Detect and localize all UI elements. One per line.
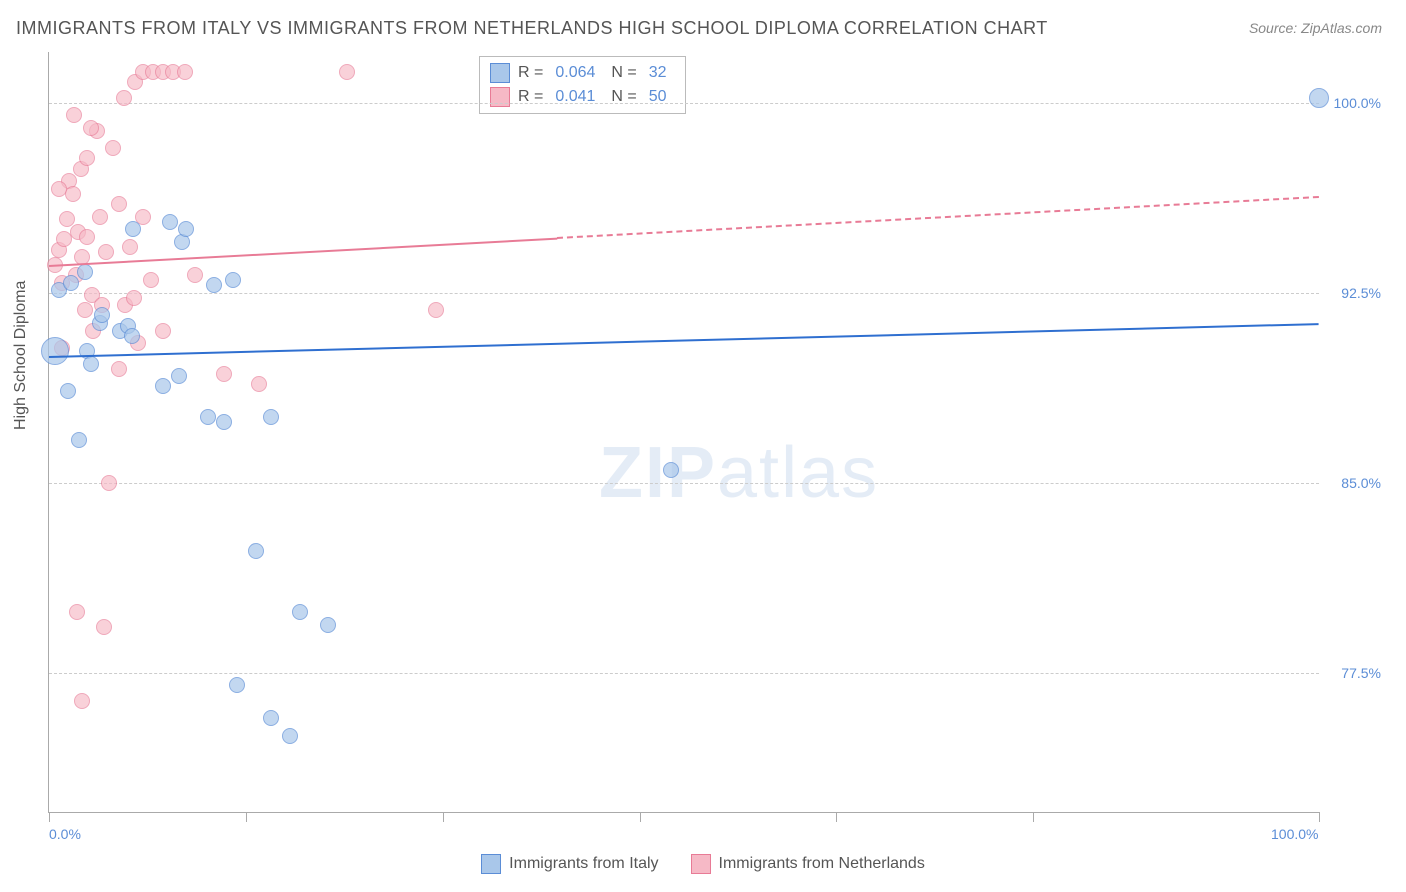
data-point-blue — [282, 728, 298, 744]
data-point-blue — [77, 264, 93, 280]
trendline-dashed — [557, 196, 1319, 239]
data-point-blue — [1309, 88, 1329, 108]
swatch-blue — [490, 63, 510, 83]
gridline — [49, 673, 1319, 674]
swatch-pink — [691, 854, 711, 874]
x-tick — [1319, 812, 1320, 822]
chart-plot-area: ZIPatlas R = 0.064 N = 32 R = 0.041 N = … — [48, 52, 1319, 813]
data-point-pink — [79, 229, 95, 245]
x-tick — [836, 812, 837, 822]
legend-label-pink: Immigrants from Netherlands — [719, 855, 925, 873]
data-point-blue — [60, 383, 76, 399]
legend-item-pink: Immigrants from Netherlands — [691, 854, 925, 874]
correlation-legend: R = 0.064 N = 32 R = 0.041 N = 50 — [479, 56, 686, 114]
data-point-blue — [225, 272, 241, 288]
watermark: ZIPatlas — [599, 432, 879, 514]
data-point-blue — [171, 368, 187, 384]
watermark-rest: atlas — [717, 433, 879, 513]
legend-r-blue: 0.064 — [555, 64, 595, 82]
x-tick — [246, 812, 247, 822]
data-point-blue — [162, 214, 178, 230]
legend-row-blue: R = 0.064 N = 32 — [490, 61, 675, 85]
data-point-blue — [83, 356, 99, 372]
data-point-blue — [63, 275, 79, 291]
swatch-pink — [490, 87, 510, 107]
x-tick-label: 100.0% — [1271, 826, 1318, 842]
data-point-pink — [428, 302, 444, 318]
data-point-blue — [71, 432, 87, 448]
data-point-pink — [251, 376, 267, 392]
data-point-pink — [79, 150, 95, 166]
series-legend: Immigrants from Italy Immigrants from Ne… — [0, 854, 1406, 874]
swatch-blue — [481, 854, 501, 874]
x-tick — [1033, 812, 1034, 822]
data-point-blue — [263, 409, 279, 425]
data-point-pink — [216, 366, 232, 382]
data-point-pink — [92, 209, 108, 225]
x-tick — [49, 812, 50, 822]
data-point-pink — [111, 361, 127, 377]
data-point-blue — [125, 221, 141, 237]
trendline — [49, 323, 1319, 358]
data-point-blue — [320, 617, 336, 633]
data-point-pink — [69, 604, 85, 620]
data-point-pink — [65, 186, 81, 202]
legend-row-pink: R = 0.041 N = 50 — [490, 85, 675, 109]
chart-title: IMMIGRANTS FROM ITALY VS IMMIGRANTS FROM… — [16, 18, 1048, 39]
data-point-blue — [155, 378, 171, 394]
gridline — [49, 293, 1319, 294]
y-tick-label: 100.0% — [1325, 95, 1381, 111]
data-point-pink — [155, 323, 171, 339]
data-point-pink — [126, 290, 142, 306]
data-point-pink — [96, 619, 112, 635]
x-tick-label: 0.0% — [49, 826, 81, 842]
data-point-blue — [94, 307, 110, 323]
data-point-blue — [200, 409, 216, 425]
data-point-pink — [77, 302, 93, 318]
data-point-pink — [143, 272, 159, 288]
data-point-pink — [74, 693, 90, 709]
data-point-blue — [206, 277, 222, 293]
data-point-pink — [122, 239, 138, 255]
y-axis-label: High School Diploma — [12, 281, 30, 430]
watermark-bold: ZIP — [599, 433, 717, 513]
data-point-blue — [124, 328, 140, 344]
data-point-pink — [105, 140, 121, 156]
data-point-pink — [66, 107, 82, 123]
gridline — [49, 103, 1319, 104]
x-tick — [443, 812, 444, 822]
legend-item-blue: Immigrants from Italy — [481, 854, 658, 874]
data-point-pink — [101, 475, 117, 491]
data-point-pink — [98, 244, 114, 260]
data-point-pink — [116, 90, 132, 106]
data-point-blue — [178, 221, 194, 237]
source-attribution: Source: ZipAtlas.com — [1249, 20, 1382, 36]
legend-r-label: R = — [518, 64, 543, 82]
x-tick — [640, 812, 641, 822]
legend-n-blue: 32 — [649, 64, 667, 82]
data-point-pink — [187, 267, 203, 283]
legend-n-label: N = — [611, 64, 636, 82]
legend-label-blue: Immigrants from Italy — [509, 855, 658, 873]
y-tick-label: 77.5% — [1325, 665, 1381, 681]
y-tick-label: 92.5% — [1325, 285, 1381, 301]
data-point-pink — [111, 196, 127, 212]
gridline — [49, 483, 1319, 484]
data-point-blue — [292, 604, 308, 620]
data-point-pink — [83, 120, 99, 136]
data-point-pink — [177, 64, 193, 80]
data-point-blue — [248, 543, 264, 559]
data-point-blue — [41, 337, 69, 365]
data-point-blue — [229, 677, 245, 693]
data-point-blue — [263, 710, 279, 726]
data-point-blue — [216, 414, 232, 430]
data-point-pink — [51, 181, 67, 197]
data-point-pink — [339, 64, 355, 80]
y-tick-label: 85.0% — [1325, 475, 1381, 491]
